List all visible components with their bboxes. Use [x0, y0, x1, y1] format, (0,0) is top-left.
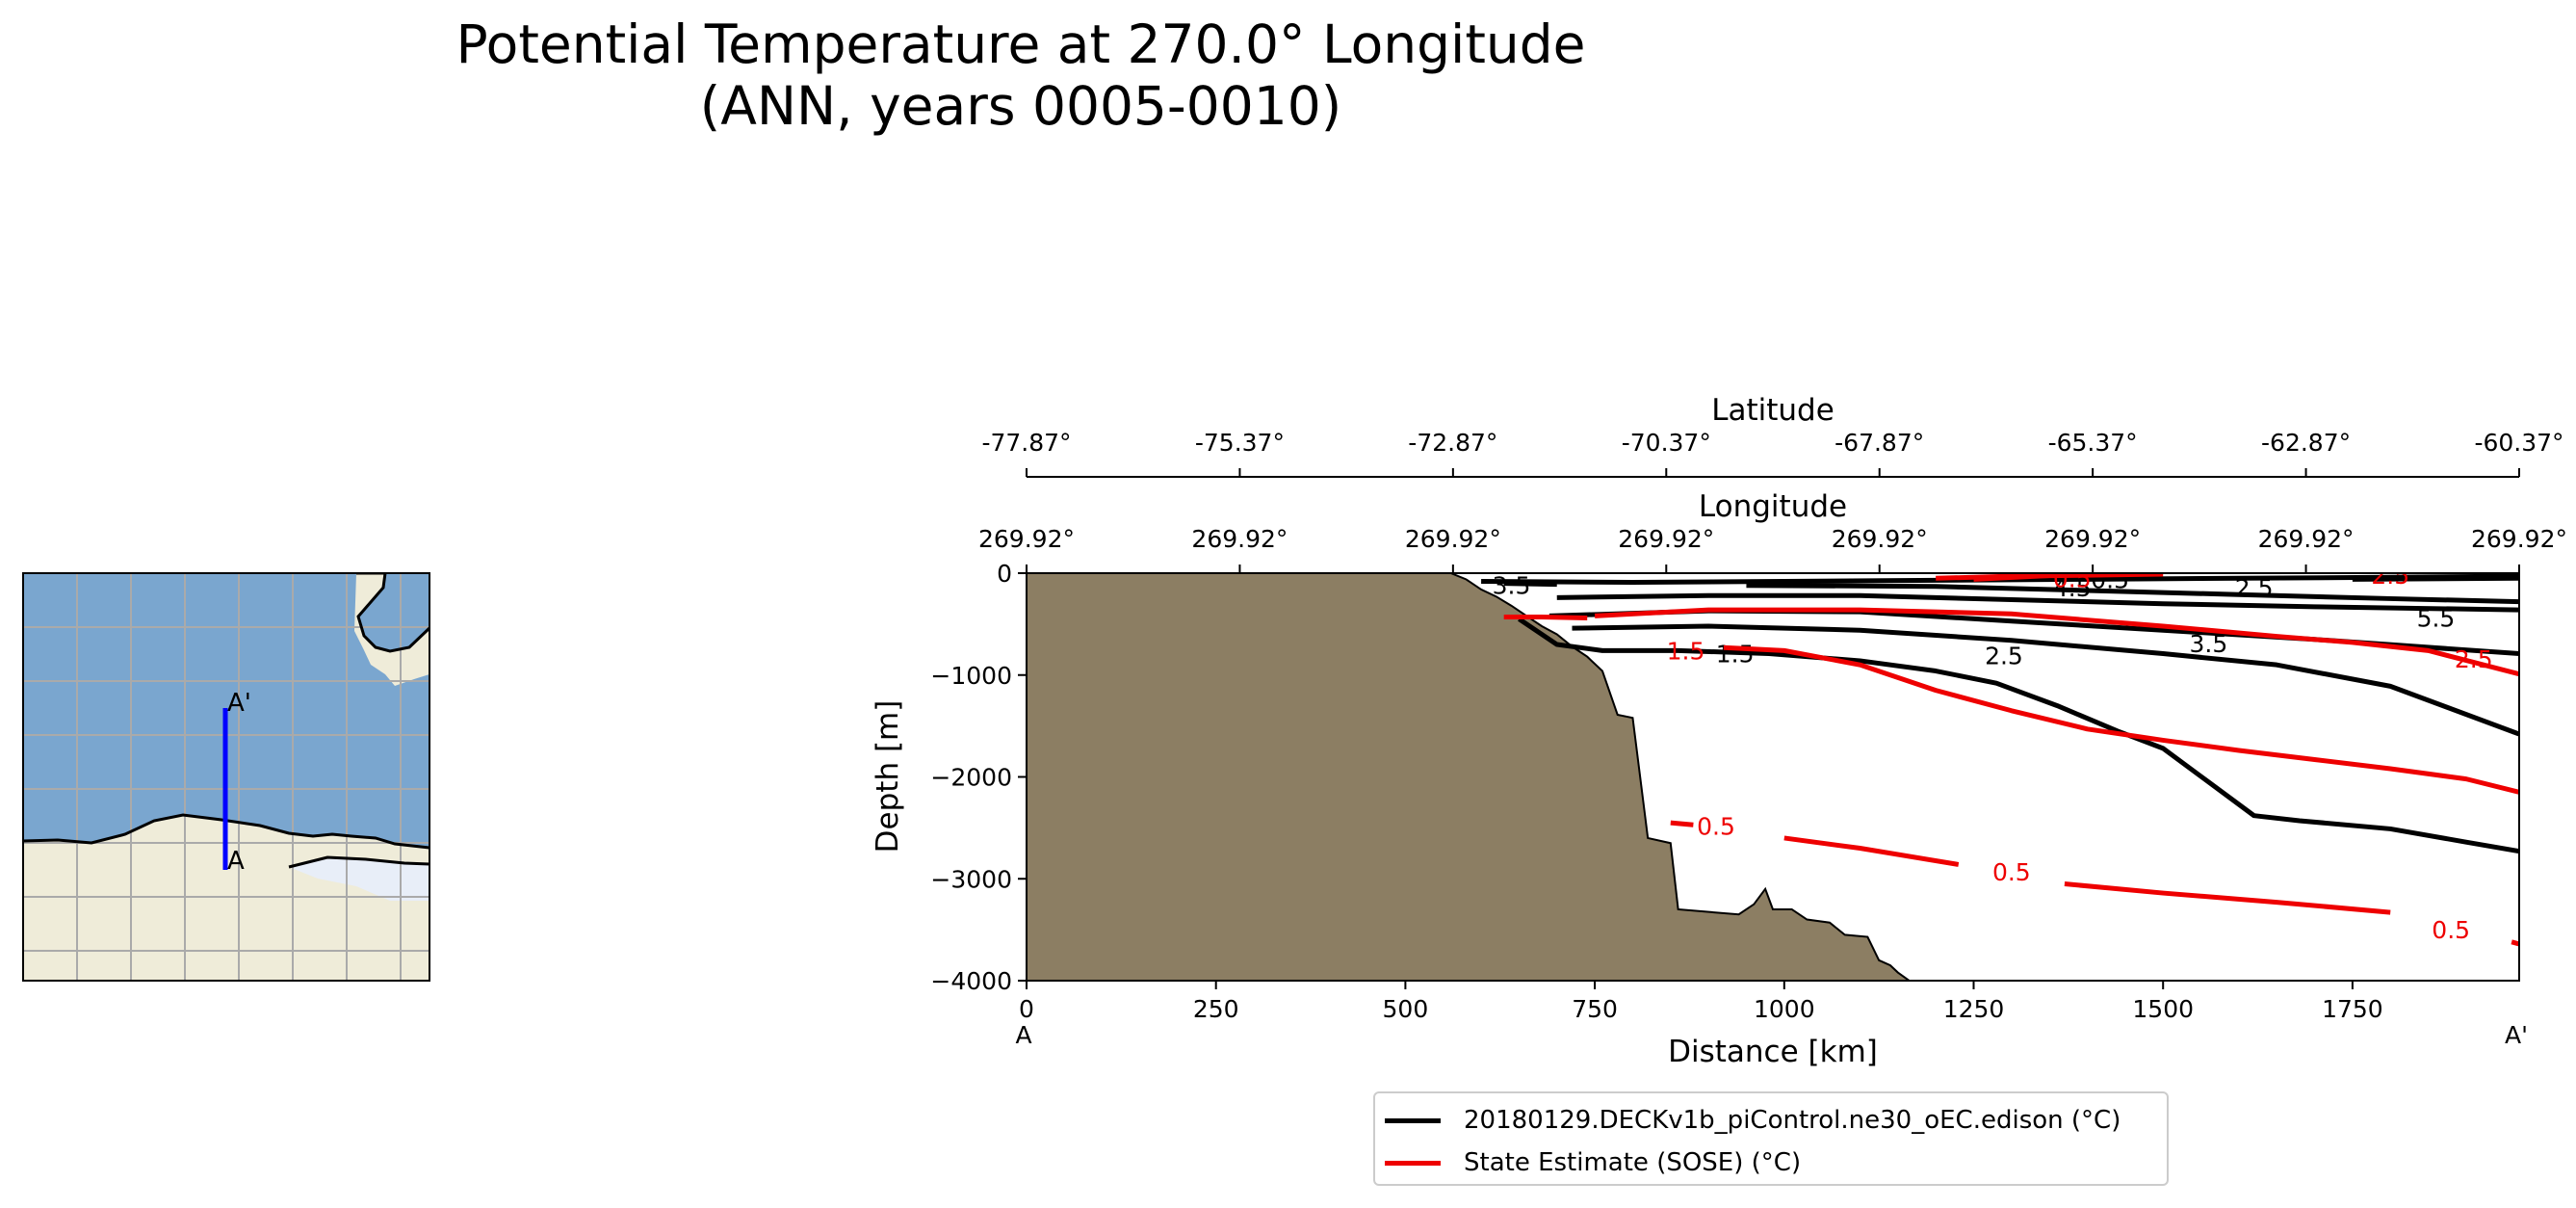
inset-map: A' A	[23, 573, 429, 981]
y-tick-label: −3000	[930, 865, 1012, 893]
model-contour-2.5	[2352, 575, 2519, 582]
x-axis-ticks: 0 250 500 750 1000 1250 1500 1750	[1019, 981, 2383, 1023]
longitude-tick-label: 269.92°	[978, 525, 1075, 553]
legend-entry-obs: State Estimate (SOSE) (°C)	[1385, 1143, 1801, 1182]
x-tick-label: 1000	[1754, 995, 1815, 1023]
obs-contour-label: 0.5	[1697, 812, 1735, 840]
model-contour-label: 3.5	[2190, 630, 2228, 658]
legend-swatch-model	[1385, 1117, 1441, 1123]
longitude-tick-label: 269.92°	[2471, 525, 2567, 553]
legend-label-model: 20180129.DECKv1b_piControl.ne30_oEC.edis…	[1464, 1106, 2121, 1135]
obs-contour-label: 0.5	[1992, 858, 2031, 886]
x-tick-label: 1750	[2322, 995, 2383, 1023]
obs-contours: 0.5 0.5 0.5 1.5 2.5 2.5 0.5	[1503, 562, 2519, 947]
latitude-tick-label: -72.87°	[1408, 429, 1497, 457]
x-tick-label: 0	[1019, 995, 1034, 1023]
model-contours: 0.51.5 2.5 3.54.55.52.53.5	[1481, 572, 2519, 854]
y-tick-label: −2000	[930, 764, 1012, 792]
model-contour-1.5	[1518, 617, 2519, 854]
latitude-axis-ticks: -77.87° -75.37° -72.87° -70.37° -67.87° -65.3…	[981, 429, 2564, 477]
x-tick-label: 1250	[1943, 995, 2005, 1023]
y-tick-label: −1000	[930, 662, 1012, 690]
model-contour-label: 1.5	[1716, 641, 1755, 669]
y-axis-label: Depth [m]	[871, 700, 905, 853]
obs-contour-0.5	[1783, 835, 1960, 867]
latitude-tick-label: -70.37°	[1622, 429, 1711, 457]
model-contour-4.5	[1556, 592, 2519, 613]
longitude-tick-label: 269.92°	[2044, 525, 2141, 553]
obs-contour-0.5	[1670, 820, 1694, 827]
legend-label-obs: State Estimate (SOSE) (°C)	[1464, 1148, 1802, 1177]
transect-end-label: A'	[227, 689, 251, 718]
latitude-tick-label: -77.87°	[981, 429, 1071, 457]
obs-contour-label: 0.5	[2053, 565, 2092, 592]
chart-title-line2: (ANN, years 0005-0010)	[699, 75, 1342, 137]
x-tick-label: 1500	[2132, 995, 2194, 1023]
longitude-axis-label: Longitude	[1699, 489, 1847, 524]
x-tick-label: 750	[1572, 995, 1618, 1023]
longitude-tick-label: 269.92°	[1832, 525, 1928, 553]
x-tick-label: 500	[1383, 995, 1429, 1023]
latitude-tick-label: -67.87°	[1834, 429, 1924, 457]
longitude-axis-ticks: 269.92° 269.92° 269.92° 269.92° 269.92° 269.9…	[978, 525, 2567, 573]
longitude-tick-label: 269.92°	[1191, 525, 1288, 553]
x-axis-label: Distance [km]	[1668, 1035, 1878, 1069]
model-contour-5.5	[1746, 583, 2519, 605]
model-contour-3.5	[1503, 581, 1557, 588]
model-contour-2.5	[1572, 623, 2519, 737]
x-tick-label: 250	[1193, 995, 1239, 1023]
y-axis-ticks: 0 −1000 −2000 −3000 −4000	[930, 560, 1027, 995]
latitude-tick-label: -75.37°	[1195, 429, 1285, 457]
model-contour-label: 5.5	[2417, 605, 2456, 633]
model-contour-label: 2.5	[2235, 574, 2274, 602]
latitude-tick-label: -65.37°	[2048, 429, 2138, 457]
x-start-label: A	[1015, 1021, 1031, 1049]
transect-start-label: A	[227, 847, 245, 876]
y-tick-label: 0	[997, 560, 1012, 588]
map-coastline	[23, 573, 429, 869]
longitude-tick-label: 269.92°	[1405, 525, 1501, 553]
latitude-tick-label: -62.87°	[2261, 429, 2351, 457]
obs-contour-label: 0.5	[2432, 916, 2470, 944]
model-contour-label: 3.5	[1493, 572, 1531, 600]
obs-contour-0.5	[2064, 881, 2391, 915]
x-end-label: A'	[2505, 1021, 2528, 1049]
latitude-axis-label: Latitude	[1711, 393, 1834, 428]
legend-swatch-obs	[1385, 1160, 1441, 1166]
map-south-america	[354, 573, 429, 686]
y-tick-label: −4000	[930, 967, 1012, 995]
chart-title-line1: Potential Temperature at 270.0° Longitud…	[455, 13, 1586, 75]
inset-map-frame	[22, 572, 430, 982]
obs-contour-0.5	[1973, 573, 2058, 582]
longitude-tick-label: 269.92°	[1618, 525, 1714, 553]
map-ice-shelf	[289, 857, 429, 901]
obs-contour-label: 2.5	[2455, 645, 2493, 673]
obs-contour-label: 2.5	[2371, 562, 2409, 590]
legend: 20180129.DECKv1b_piControl.ne30_oEC.edis…	[1373, 1091, 2169, 1186]
obs-contour-0.5	[2511, 939, 2519, 947]
obs-contour-1.5	[1723, 644, 2519, 795]
obs-contour-label: 1.5	[1667, 637, 1705, 665]
legend-entry-model: 20180129.DECKv1b_piControl.ne30_oEC.edis…	[1385, 1101, 2121, 1140]
section-plot: 0.51.5 2.5 3.54.55.52.53.5 0.50.50.51.5 2.5…	[871, 393, 2567, 1069]
obs-contour-2.5	[1594, 607, 2519, 677]
longitude-tick-label: 269.92°	[2258, 525, 2355, 553]
model-contour-label: 2.5	[1985, 643, 2023, 670]
latitude-tick-label: -60.37°	[2474, 429, 2563, 457]
chart-title: Potential Temperature at 270.0° Longitud…	[347, 13, 1695, 137]
bathymetry-fill	[1027, 573, 1912, 981]
